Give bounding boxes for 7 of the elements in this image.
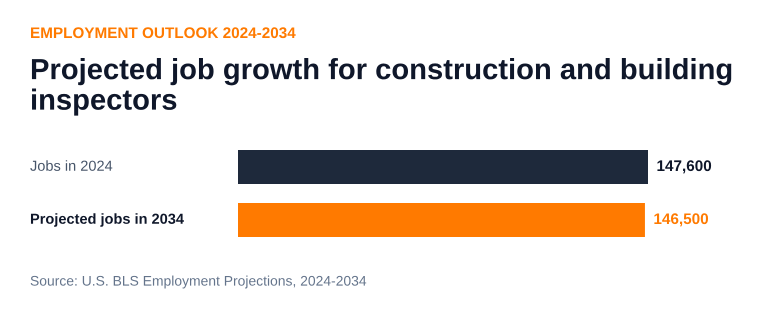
y-tick-label: Projected jobs in 2034 [30, 213, 184, 227]
chart-title: Projected job growth for construction and building inspectors [32, 58, 732, 116]
chart-subtitle: EMPLOYMENT OUTLOOK 2024-2034 [31, 27, 296, 38]
source-note: Source: U.S. BLS Employment Projections, 2024-2034 [30, 276, 366, 288]
data-label: 146,500 [654, 213, 708, 226]
data-label: 147,600 [657, 160, 712, 174]
y-tick-label: Jobs in 2024 [30, 160, 112, 171]
